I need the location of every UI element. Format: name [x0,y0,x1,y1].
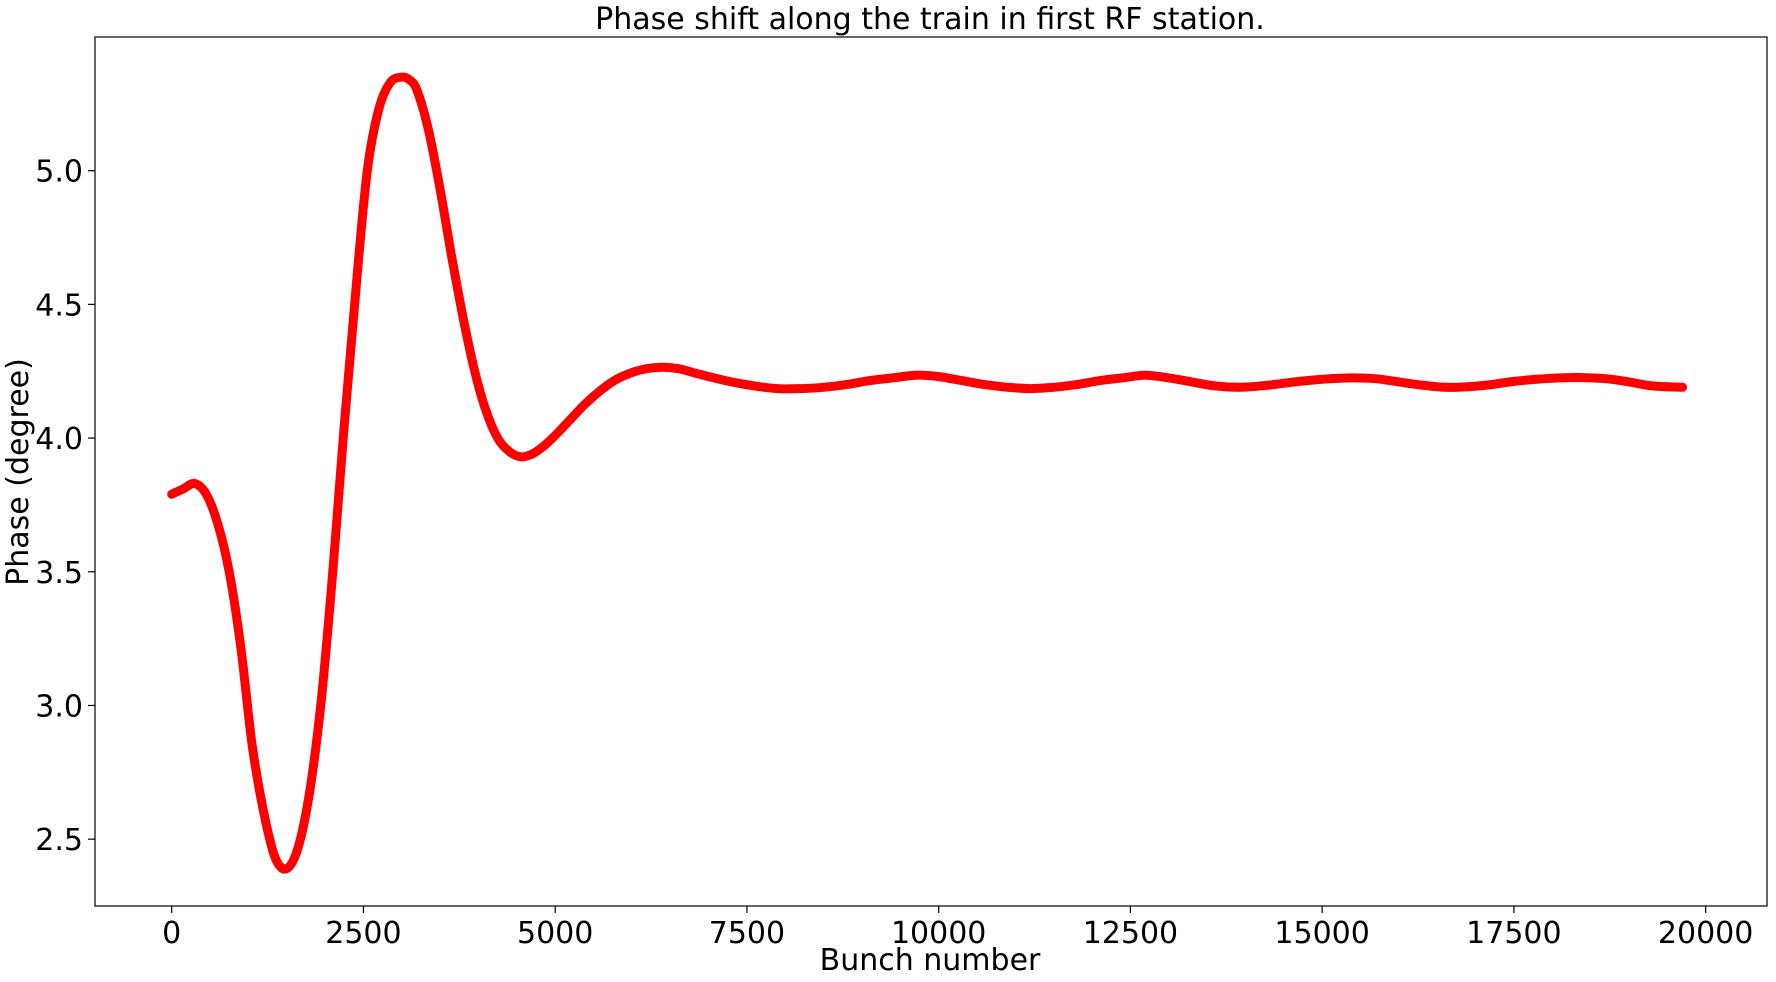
x-tick-label: 15000 [1274,916,1369,951]
x-tick-label: 7500 [709,916,785,951]
x-tick-label: 17500 [1466,916,1561,951]
x-tick-label: 20000 [1658,916,1753,951]
x-tick-label: 10000 [891,916,986,951]
y-tick-label: 4.0 [35,422,83,457]
x-tick-label: 2500 [325,916,401,951]
y-tick-label: 3.5 [35,556,83,591]
plot-area [94,36,1768,907]
x-tick-label: 12500 [1083,916,1178,951]
series-line-0 [167,72,1688,874]
chart-title: Phase shift along the train in first RF … [595,2,1265,37]
x-tick-label: 5000 [517,916,593,951]
y-tick-label: 3.0 [35,689,83,724]
x-tick-label: 0 [162,916,181,951]
x-axis: 0 2500 5000 7500 10000 12500 15000 17500 20000 [162,906,1753,951]
y-tick-label: 5.0 [35,155,83,190]
x-axis-label: Bunch number [820,943,1041,978]
y-axis: 2.5 3.0 3.5 4.0 4.5 5.0 [35,155,95,858]
y-axis-label: Phase (degree) [1,358,36,586]
data-layer [167,72,1688,874]
y-tick-label: 2.5 [35,823,83,858]
y-tick-label: 4.5 [35,288,83,323]
